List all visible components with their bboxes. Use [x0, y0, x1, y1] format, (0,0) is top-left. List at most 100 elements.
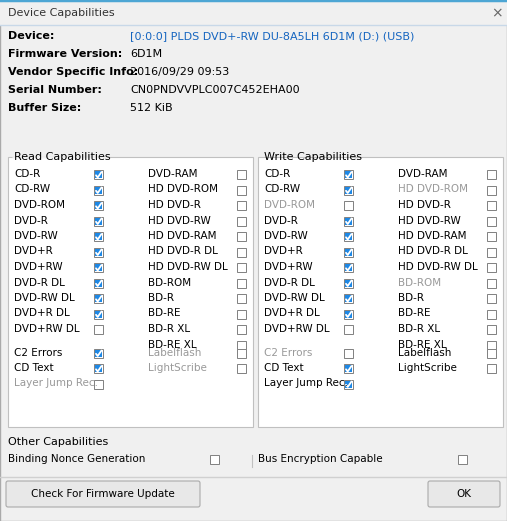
Text: Write Capabilities: Write Capabilities	[264, 152, 362, 162]
Text: BD-R: BD-R	[148, 293, 174, 303]
Text: HD DVD-RW DL: HD DVD-RW DL	[398, 262, 478, 272]
Text: HD DVD-RW: HD DVD-RW	[148, 216, 211, 226]
Bar	[95, 249, 102, 255]
Text: 512 KiB: 512 KiB	[130, 103, 172, 113]
Bar	[237, 185, 246, 194]
Text: CD-R: CD-R	[14, 169, 40, 179]
Text: DVD+R: DVD+R	[14, 246, 53, 256]
Bar	[237, 170, 246, 179]
Text: Read Capabilities: Read Capabilities	[14, 152, 111, 162]
Text: DVD-R: DVD-R	[264, 216, 298, 226]
Bar	[345, 311, 352, 317]
Bar	[237, 309, 246, 318]
Text: BD-ROM: BD-ROM	[398, 278, 441, 288]
Bar	[344, 294, 353, 303]
Bar	[344, 247, 353, 256]
Text: DVD-ROM: DVD-ROM	[264, 200, 315, 210]
Bar	[94, 279, 103, 288]
Text: DVD-RW DL: DVD-RW DL	[264, 293, 325, 303]
Bar	[487, 349, 496, 357]
Bar	[237, 217, 246, 226]
Bar	[0, 0, 507, 25]
Text: DVD-R: DVD-R	[14, 216, 48, 226]
Bar	[94, 217, 103, 226]
Bar	[344, 279, 353, 288]
Text: Firmware Version:: Firmware Version:	[8, 49, 122, 59]
Text: BD-R XL: BD-R XL	[398, 324, 440, 334]
Text: BD-RE XL: BD-RE XL	[398, 340, 447, 350]
Text: LightScribe: LightScribe	[148, 363, 207, 373]
Bar	[94, 263, 103, 272]
Text: OK: OK	[456, 489, 472, 499]
Bar	[8, 157, 253, 427]
Bar	[258, 157, 503, 427]
Bar	[95, 311, 102, 317]
Text: Bus Encryption Capable: Bus Encryption Capable	[258, 454, 383, 464]
Bar	[487, 279, 496, 288]
Bar	[487, 247, 496, 256]
Text: [0:0:0] PLDS DVD+-RW DU-8A5LH 6D1M (D:) (USB): [0:0:0] PLDS DVD+-RW DU-8A5LH 6D1M (D:) …	[130, 31, 414, 41]
Bar	[487, 341, 496, 350]
Text: HD DVD-R DL: HD DVD-R DL	[148, 246, 218, 256]
Bar	[345, 380, 352, 388]
Text: Device Capabilities: Device Capabilities	[8, 8, 115, 18]
Text: HD DVD-ROM: HD DVD-ROM	[148, 184, 218, 194]
Bar	[345, 217, 352, 225]
Text: DVD+RW: DVD+RW	[14, 262, 63, 272]
Text: C2 Errors: C2 Errors	[14, 348, 62, 357]
Bar	[94, 201, 103, 210]
Text: CD-R: CD-R	[264, 169, 290, 179]
Text: HD DVD-RAM: HD DVD-RAM	[148, 231, 216, 241]
Bar	[94, 232, 103, 241]
Bar	[95, 295, 102, 302]
Bar	[345, 249, 352, 255]
Bar	[95, 171, 102, 178]
Bar	[344, 201, 353, 210]
Text: DVD-R DL: DVD-R DL	[14, 278, 65, 288]
Bar	[94, 379, 103, 389]
Bar	[237, 232, 246, 241]
Bar	[345, 264, 352, 271]
Text: Binding Nonce Generation: Binding Nonce Generation	[8, 454, 146, 464]
Text: Serial Number:: Serial Number:	[8, 85, 102, 95]
Bar	[237, 349, 246, 357]
Bar	[458, 455, 467, 464]
Bar	[344, 309, 353, 318]
Bar	[345, 233, 352, 240]
Bar	[237, 341, 246, 350]
Text: DVD+RW DL: DVD+RW DL	[264, 324, 330, 334]
Bar	[94, 349, 103, 357]
Bar	[487, 263, 496, 272]
Text: HD DVD-RAM: HD DVD-RAM	[398, 231, 466, 241]
Bar	[94, 309, 103, 318]
Bar	[345, 171, 352, 178]
Bar	[237, 325, 246, 334]
Text: DVD+R: DVD+R	[264, 246, 303, 256]
Text: DVD-RAM: DVD-RAM	[148, 169, 198, 179]
Text: Labelflash: Labelflash	[148, 348, 201, 357]
Bar	[345, 295, 352, 302]
Text: Layer Jump Rec.: Layer Jump Rec.	[264, 378, 348, 389]
Text: DVD-RW: DVD-RW	[14, 231, 58, 241]
Text: DVD+RW DL: DVD+RW DL	[14, 324, 80, 334]
Bar	[95, 279, 102, 287]
Bar	[95, 217, 102, 225]
Text: HD DVD-ROM: HD DVD-ROM	[398, 184, 468, 194]
Bar	[487, 325, 496, 334]
Text: 2016/09/29 09:53: 2016/09/29 09:53	[130, 67, 229, 77]
Text: BD-RE: BD-RE	[398, 308, 430, 318]
FancyBboxPatch shape	[428, 481, 500, 507]
Bar	[487, 294, 496, 303]
Text: Layer Jump Rec.: Layer Jump Rec.	[14, 378, 98, 389]
Text: ×: ×	[491, 6, 503, 20]
Text: BD-R: BD-R	[398, 293, 424, 303]
Bar	[487, 364, 496, 373]
Bar	[95, 350, 102, 356]
Text: DVD-ROM: DVD-ROM	[14, 200, 65, 210]
Bar	[344, 185, 353, 194]
Text: DVD-RW: DVD-RW	[264, 231, 308, 241]
Text: C2 Errors: C2 Errors	[264, 348, 312, 357]
Text: DVD+R DL: DVD+R DL	[14, 308, 70, 318]
Text: Other Capabilities: Other Capabilities	[8, 437, 108, 447]
Bar	[344, 217, 353, 226]
